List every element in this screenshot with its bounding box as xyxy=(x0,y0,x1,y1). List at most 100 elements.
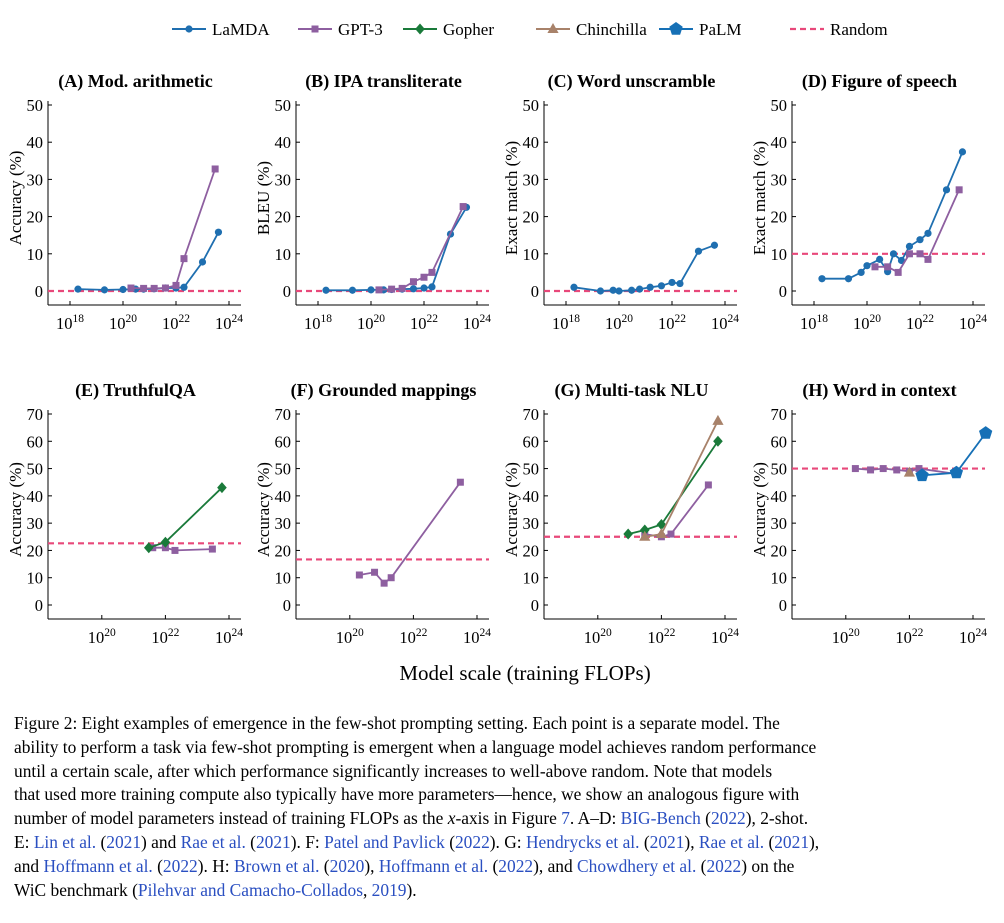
citation-link[interactable]: Hendrycks et al. xyxy=(526,831,640,852)
data-point-gpt-3 xyxy=(420,273,428,281)
citation-link[interactable]: Patel and Pavlick xyxy=(324,831,445,852)
data-point-gpt-3 xyxy=(150,284,158,292)
data-point-lamda xyxy=(905,242,914,250)
y-axis-label: Exact match (%) xyxy=(502,141,521,255)
panel-title: (E) TruthfulQA xyxy=(75,380,196,401)
citation-link[interactable]: BIG-Bench xyxy=(620,808,701,829)
legend-marker-lamda xyxy=(185,25,193,33)
citation-link[interactable]: 2022 xyxy=(162,855,198,876)
citation-link[interactable]: 2021 xyxy=(106,831,142,852)
y-tick-label: 0 xyxy=(779,596,787,615)
citation-link[interactable]: 2021 xyxy=(255,831,291,852)
data-point-lamda xyxy=(958,148,967,156)
series-gpt-3 xyxy=(127,165,219,292)
data-point-lamda xyxy=(428,283,436,291)
citation-link[interactable]: Pilehvar and Camacho-Collados xyxy=(137,879,363,900)
y-tick-label: 40 xyxy=(27,487,44,506)
legend: LaMDA GPT-3 Gopher Chinchilla PaLM Random xyxy=(172,20,888,39)
citation-link[interactable]: 2022 xyxy=(454,831,490,852)
citation-link[interactable]: 2022 xyxy=(706,855,742,876)
citation-link[interactable]: 2021 xyxy=(649,831,685,852)
x-tick-label: 1022 xyxy=(658,313,686,333)
y-tick-label: 60 xyxy=(27,432,44,451)
y-tick-label: 0 xyxy=(531,596,539,615)
data-point-lamda xyxy=(876,255,884,263)
caption-text: . A–D: xyxy=(569,808,621,829)
citation-link[interactable]: 2019 xyxy=(371,879,407,900)
data-point-gpt-3 xyxy=(456,478,464,486)
y-axis-label: Accuracy (%) xyxy=(750,462,769,557)
y-tick-label: 40 xyxy=(275,487,292,506)
data-point-gpt-3 xyxy=(409,278,417,286)
legend-label: PaLM xyxy=(699,20,742,39)
data-point-lamda xyxy=(615,287,623,295)
caption-text: and xyxy=(14,855,44,876)
caption-text: until a certain scale, after which perfo… xyxy=(14,760,773,781)
data-point-lamda xyxy=(609,286,617,294)
x-tick-label: 1024 xyxy=(215,313,243,333)
series-line xyxy=(359,481,462,585)
citation-link[interactable]: Rae et al. xyxy=(698,831,765,852)
data-point-lamda xyxy=(198,258,207,266)
data-point-gpt-3 xyxy=(388,285,396,293)
citation-link[interactable]: 7 xyxy=(561,808,570,829)
series-chinchilla xyxy=(903,466,915,477)
y-tick-label: 0 xyxy=(35,282,43,301)
caption-text: ( xyxy=(488,855,499,876)
x-tick-label: 1022 xyxy=(647,627,675,647)
data-point-lamda xyxy=(74,285,82,293)
data-point-palm xyxy=(915,468,929,482)
data-point-chinchilla xyxy=(639,530,651,541)
data-point-gpt-3 xyxy=(380,579,388,587)
data-point-gpt-3 xyxy=(893,466,901,474)
citation-link[interactable]: Brown et al. xyxy=(233,855,320,876)
caption-text: ) on the xyxy=(741,855,795,876)
citation-link[interactable]: 2022 xyxy=(498,855,534,876)
citation-link[interactable]: 2020 xyxy=(329,855,365,876)
x-tick-label: 1020 xyxy=(109,313,137,333)
caption-text: ). F: xyxy=(290,831,325,852)
series-lamda xyxy=(818,148,967,283)
data-point-lamda xyxy=(322,286,330,294)
citation-link[interactable]: Hoffmann et al. xyxy=(43,855,153,876)
legend-marker-gpt-3 xyxy=(311,25,319,33)
y-tick-label: 30 xyxy=(771,170,788,189)
citation-link[interactable]: Rae et al. xyxy=(180,831,246,852)
citation-link[interactable]: Hoffmann et al. xyxy=(378,855,489,876)
data-point-gpt-3 xyxy=(387,574,395,582)
y-tick-label: 50 xyxy=(771,460,788,479)
x-tick-label: 1018 xyxy=(304,313,332,333)
x-tick-label: 1024 xyxy=(959,627,987,647)
caption-line: number of model parameters instead of tr… xyxy=(14,807,990,831)
caption-text: x xyxy=(447,808,456,829)
citation-link[interactable]: Chowdhery et al. xyxy=(577,855,697,876)
data-point-gpt-3 xyxy=(180,255,188,263)
data-point-gpt-3 xyxy=(428,268,436,276)
data-point-palm xyxy=(949,465,963,479)
x-tick-label: 1024 xyxy=(711,313,739,333)
panel-title: (C) Word unscramble xyxy=(548,71,716,92)
data-point-gpt-3 xyxy=(905,250,913,258)
emergence-figure: LaMDA GPT-3 Gopher Chinchilla PaLM Random 0 10… xyxy=(6,20,993,685)
data-point-gpt-3 xyxy=(879,465,887,473)
data-point-gpt-3 xyxy=(161,284,169,292)
x-tick-label: 1018 xyxy=(56,313,84,333)
citation-link[interactable]: 2021 xyxy=(774,831,810,852)
data-point-palm xyxy=(979,426,993,439)
legend-label: Gopher xyxy=(443,20,494,39)
x-tick-label: 1022 xyxy=(906,313,934,333)
x-tick-label: 1020 xyxy=(584,627,612,647)
y-tick-label: 10 xyxy=(27,245,44,264)
x-tick-label: 1024 xyxy=(711,627,739,647)
citation-link[interactable]: 2022 xyxy=(710,808,746,829)
data-point-gpt-3 xyxy=(915,465,923,473)
caption-text: Figure 2: Eight examples of emergence in… xyxy=(14,713,780,733)
data-point-lamda xyxy=(100,286,109,294)
series-line xyxy=(875,189,960,274)
y-axis-label: Accuracy (%) xyxy=(6,151,25,246)
citation-link[interactable]: Lin et al. xyxy=(33,831,97,852)
caption-text: ), xyxy=(809,831,820,852)
